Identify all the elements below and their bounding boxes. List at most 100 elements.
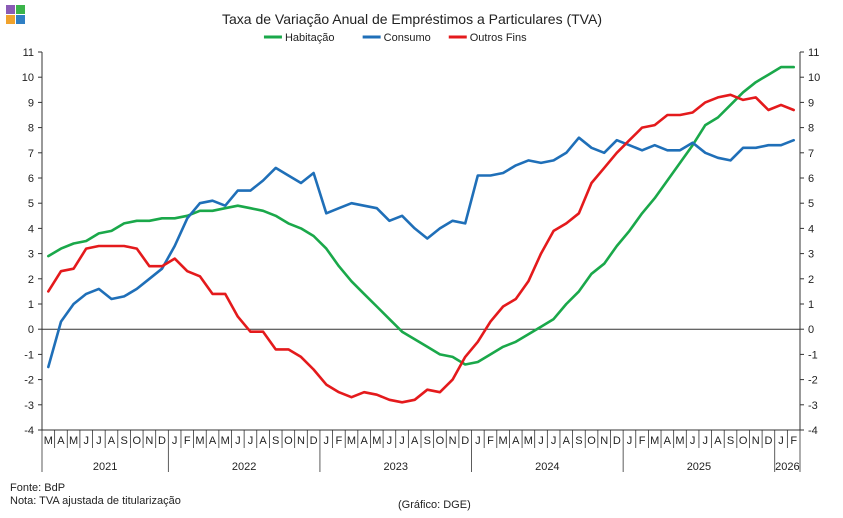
y-tick-label-left: 9 xyxy=(28,97,34,109)
y-tick-label-left: 5 xyxy=(28,198,34,210)
x-tick-label: J xyxy=(627,435,633,447)
x-tick-label: M xyxy=(650,435,659,447)
y-tick-label-left: -3 xyxy=(24,400,34,412)
x-tick-label: O xyxy=(587,435,596,447)
x-tick-label: J xyxy=(703,435,709,447)
x-tick-label: F xyxy=(184,435,191,447)
x-tick-label: S xyxy=(272,435,279,447)
chart-title: Taxa de Variação Anual de Empréstimos a … xyxy=(222,11,602,27)
year-label: 2026 xyxy=(775,461,799,473)
y-tick-label-right: 9 xyxy=(808,97,814,109)
x-tick-label: J xyxy=(235,435,241,447)
y-tick-label-left: 0 xyxy=(28,324,34,336)
x-tick-label: M xyxy=(372,435,381,447)
x-tick-label: J xyxy=(690,435,696,447)
x-tick-label: M xyxy=(69,435,78,447)
x-tick-label: A xyxy=(259,435,267,447)
x-tick-label: J xyxy=(96,435,102,447)
x-tick-label: A xyxy=(108,435,116,447)
y-tick-label-left: 2 xyxy=(28,274,34,286)
y-tick-label-right: 2 xyxy=(808,274,814,286)
logo-square-blue xyxy=(16,15,25,24)
x-tick-label: M xyxy=(195,435,204,447)
x-tick-label: D xyxy=(613,435,621,447)
source-text: Fonte: BdP xyxy=(10,482,66,494)
x-tick-label: J xyxy=(83,435,89,447)
x-tick-label: N xyxy=(600,435,608,447)
x-tick-label: J xyxy=(172,435,178,447)
x-tick-label: S xyxy=(727,435,734,447)
y-tick-label-left: -1 xyxy=(24,349,34,361)
x-tick-label: J xyxy=(387,435,393,447)
credit-text: (Gráfico: DGE) xyxy=(398,499,471,511)
year-label: 2025 xyxy=(687,461,711,473)
x-tick-label: A xyxy=(714,435,722,447)
y-tick-label-right: 7 xyxy=(808,148,814,160)
x-tick-label: O xyxy=(284,435,293,447)
x-tick-label: M xyxy=(221,435,230,447)
x-tick-label: J xyxy=(551,435,557,447)
series-line-consumo xyxy=(46,136,796,369)
x-tick-label: D xyxy=(461,435,469,447)
x-tick-label: D xyxy=(764,435,772,447)
year-label: 2024 xyxy=(535,461,559,473)
series-line-habita-o xyxy=(46,65,796,366)
y-tick-label-left: 10 xyxy=(22,72,34,84)
y-tick-label-left: 8 xyxy=(28,123,34,135)
x-tick-label: F xyxy=(336,435,343,447)
x-tick-label: N xyxy=(297,435,305,447)
x-tick-label: O xyxy=(132,435,141,447)
x-tick-label: N xyxy=(145,435,153,447)
year-label: 2021 xyxy=(93,461,117,473)
y-tick-label-left: 3 xyxy=(28,249,34,261)
x-tick-label: O xyxy=(436,435,445,447)
x-tick-label: M xyxy=(44,435,53,447)
y-tick-label-right: 1 xyxy=(808,299,814,311)
y-tick-label-right: 5 xyxy=(808,198,814,210)
x-tick-label: J xyxy=(248,435,254,447)
x-tick-label: N xyxy=(752,435,760,447)
x-tick-label: J xyxy=(399,435,405,447)
x-tick-label: A xyxy=(411,435,419,447)
x-tick-label: N xyxy=(449,435,457,447)
year-label: 2023 xyxy=(383,461,407,473)
x-tick-label: J xyxy=(475,435,481,447)
x-tick-label: D xyxy=(310,435,318,447)
chart-series xyxy=(46,65,796,404)
legend-label: Habitação xyxy=(285,32,335,44)
y-tick-label-right: -3 xyxy=(808,400,818,412)
note-text: Nota: TVA ajustada de titularização xyxy=(10,495,181,507)
x-tick-label: M xyxy=(524,435,533,447)
y-tick-label-right: 10 xyxy=(808,72,820,84)
logo-square-orange xyxy=(6,15,15,24)
x-tick-label: A xyxy=(512,435,520,447)
x-tick-label: A xyxy=(664,435,672,447)
x-tick-label: F xyxy=(639,435,646,447)
y-tick-label-right: 11 xyxy=(808,47,819,59)
y-tick-label-left: 1 xyxy=(28,299,34,311)
y-tick-label-left: 4 xyxy=(28,223,34,235)
brand-logo xyxy=(6,5,26,25)
y-tick-label-left: 6 xyxy=(28,173,34,185)
legend-label: Consumo xyxy=(384,32,431,44)
x-tick-label: J xyxy=(324,435,330,447)
y-tick-label-left: 7 xyxy=(28,148,34,160)
x-tick-label: O xyxy=(739,435,748,447)
x-tick-label: A xyxy=(360,435,368,447)
x-tick-label: F xyxy=(790,435,797,447)
x-tick-label: F xyxy=(487,435,494,447)
x-tick-label: A xyxy=(209,435,217,447)
y-tick-label-right: 4 xyxy=(808,223,814,235)
year-label: 2022 xyxy=(232,461,256,473)
y-tick-label-right: -1 xyxy=(808,349,818,361)
logo-square-purple xyxy=(6,5,15,14)
y-tick-label-right: -4 xyxy=(808,425,818,437)
y-tick-label-right: -2 xyxy=(808,375,818,387)
y-tick-label-left: -2 xyxy=(24,375,34,387)
y-tick-label-right: 6 xyxy=(808,173,814,185)
x-tick-label: S xyxy=(424,435,431,447)
y-tick-label-right: 8 xyxy=(808,123,814,135)
chart-legend: Habitação Consumo Outros Fins xyxy=(263,32,527,44)
y-tick-label-left: -4 xyxy=(24,425,34,437)
